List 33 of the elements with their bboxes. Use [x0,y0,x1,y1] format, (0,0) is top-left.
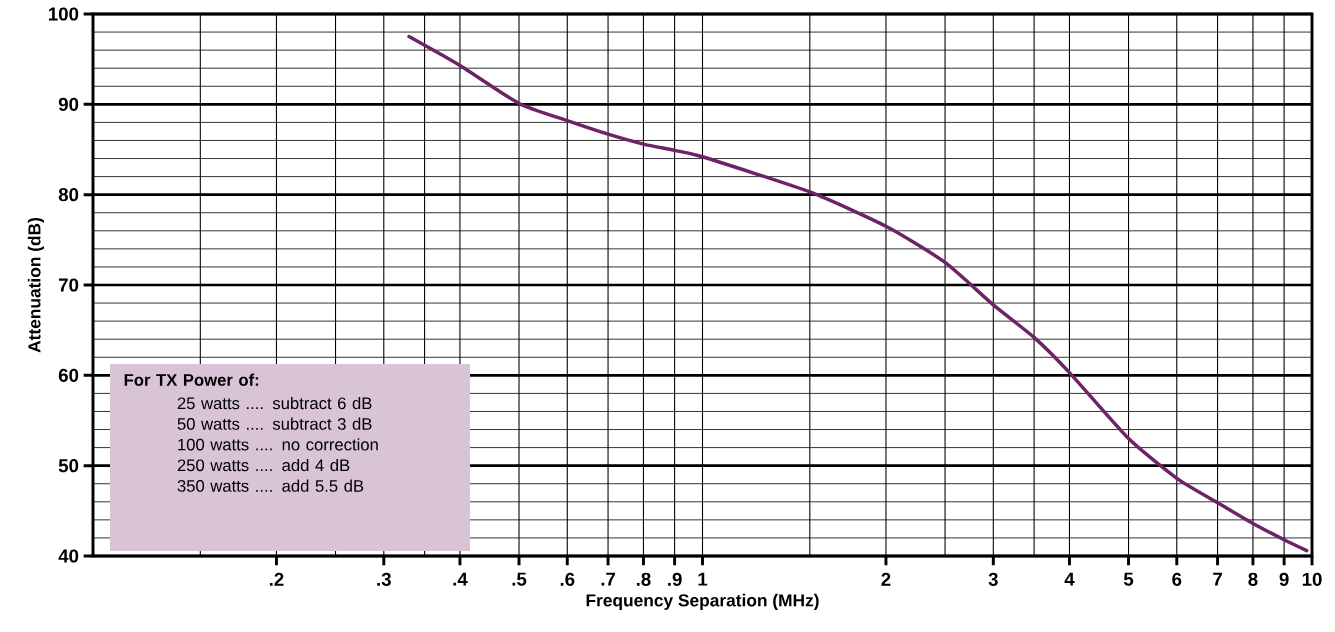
x-tick-label: 9 [1279,572,1289,586]
y-axis-title: Attenuation (dB) [27,218,44,353]
x-tick-label: 8 [1248,572,1258,586]
x-tick-label: .8 [636,572,651,586]
y-tick-label: 70 [58,278,79,292]
x-tick-label: .4 [453,572,468,586]
y-tick-label: 60 [58,368,79,382]
y-tick-label: 90 [58,97,79,111]
x-tick-label: .3 [377,572,391,586]
x-tick-label: .6 [560,572,575,586]
x-tick-label: .5 [512,572,527,586]
x-tick-label: 7 [1213,572,1222,586]
x-tick-label: 10 [1302,572,1322,586]
annotation: 25 watts .... subtract 6 dB [177,396,372,410]
y-tick-label: 50 [58,459,79,473]
annotation: 250 watts .... add 4 dB [177,458,350,472]
x-tick-label: 6 [1172,572,1182,586]
annotation: 50 watts .... subtract 3 dB [177,417,372,430]
x-tick-label: .7 [601,572,616,586]
annotation: For TX Power of: [124,373,259,386]
x-axis-title: Frequency Separation (MHz) [586,593,819,610]
annotation: 350 watts .... add 5.5 dB [177,479,364,492]
y-tick-label: 40 [58,549,79,563]
x-tick-label: 2 [881,572,891,586]
x-tick-label: 5 [1123,572,1134,586]
y-tick-label: 100 [48,7,79,21]
x-tick-label: 4 [1064,572,1075,586]
x-tick-label: .9 [668,572,682,586]
x-tick-label: 3 [988,572,998,586]
x-tick-label: .2 [269,572,284,586]
y-tick-label: 80 [58,188,79,202]
x-tick-label: 1 [698,572,708,586]
annotation: 100 watts .... no correction [178,438,378,451]
